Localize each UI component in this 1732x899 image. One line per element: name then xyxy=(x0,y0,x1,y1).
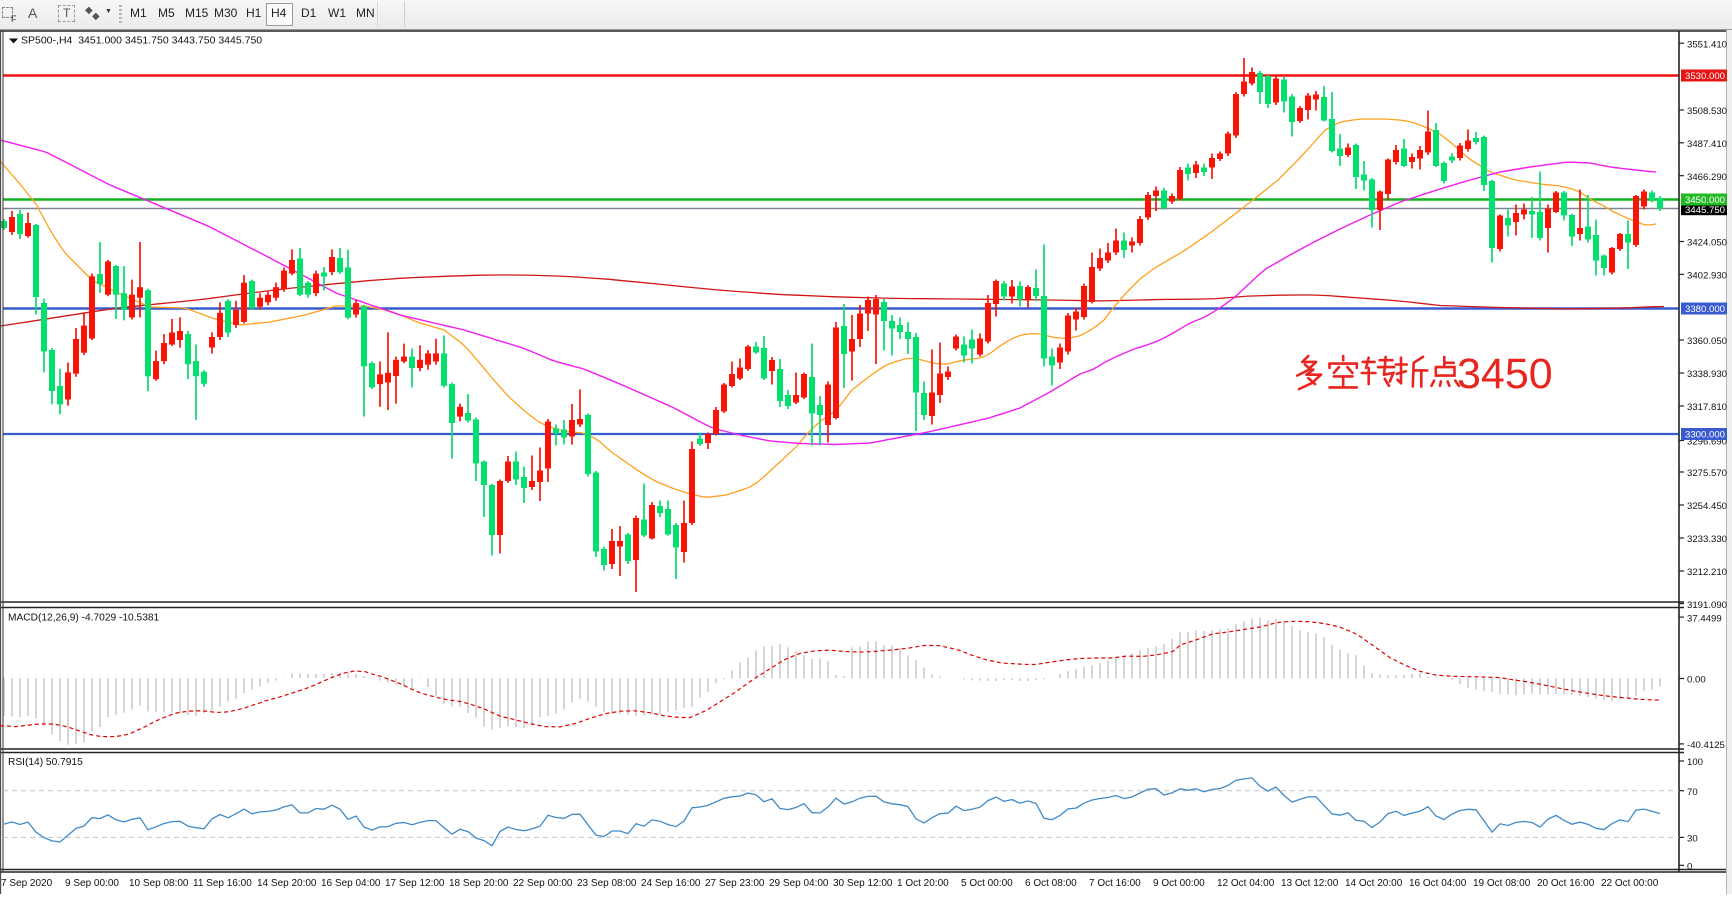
svg-text:16 Oct 04:00: 16 Oct 04:00 xyxy=(1409,878,1467,889)
svg-text:6 Oct 08:00: 6 Oct 08:00 xyxy=(1025,878,1077,889)
svg-text:3424.050: 3424.050 xyxy=(1687,238,1727,249)
svg-text:3191.090: 3191.090 xyxy=(1687,600,1727,611)
svg-text:9 Sep 00:00: 9 Sep 00:00 xyxy=(65,878,119,889)
svg-text:3380.000: 3380.000 xyxy=(1685,304,1725,315)
svg-text:22 Oct 00:00: 22 Oct 00:00 xyxy=(1601,878,1659,889)
svg-text:22 Sep 00:00: 22 Sep 00:00 xyxy=(513,878,573,889)
svg-text:29 Sep 04:00: 29 Sep 04:00 xyxy=(769,878,829,889)
svg-text:MACD(12,26,9) -4.7029 -10.5381: MACD(12,26,9) -4.7029 -10.5381 xyxy=(8,613,160,624)
svg-text:18 Sep 20:00: 18 Sep 20:00 xyxy=(449,878,509,889)
svg-text:3296.690: 3296.690 xyxy=(1687,437,1727,448)
svg-text:-40.4125: -40.4125 xyxy=(1687,740,1725,751)
svg-text:3254.450: 3254.450 xyxy=(1687,501,1727,512)
svg-text:27 Sep 23:00: 27 Sep 23:00 xyxy=(705,878,765,889)
svg-text:20 Oct 16:00: 20 Oct 16:00 xyxy=(1537,878,1595,889)
svg-text:3551.410: 3551.410 xyxy=(1687,39,1727,50)
svg-text:7 Sep 2020: 7 Sep 2020 xyxy=(1,878,53,889)
svg-text:12 Oct 04:00: 12 Oct 04:00 xyxy=(1217,878,1275,889)
svg-text:14 Oct 20:00: 14 Oct 20:00 xyxy=(1345,878,1403,889)
svg-text:1 Oct 20:00: 1 Oct 20:00 xyxy=(897,878,949,889)
svg-text:3275.570: 3275.570 xyxy=(1687,468,1727,479)
svg-text:100: 100 xyxy=(1687,757,1703,768)
svg-text:37.4499: 37.4499 xyxy=(1687,613,1722,624)
svg-text:3233.330: 3233.330 xyxy=(1687,534,1727,545)
svg-text:3450.000: 3450.000 xyxy=(1685,195,1725,206)
svg-text:0.00: 0.00 xyxy=(1687,675,1706,686)
svg-text:SP500-,H4 3451.000 3451.750 3: SP500-,H4 3451.000 3451.750 3443.750 344… xyxy=(21,35,262,47)
svg-text:3402.930: 3402.930 xyxy=(1687,271,1727,282)
svg-text:13 Oct 12:00: 13 Oct 12:00 xyxy=(1281,878,1339,889)
svg-text:70: 70 xyxy=(1687,787,1698,798)
svg-text:3487.410: 3487.410 xyxy=(1687,139,1727,150)
svg-text:10 Sep 08:00: 10 Sep 08:00 xyxy=(129,878,189,889)
svg-text:23 Sep 08:00: 23 Sep 08:00 xyxy=(577,878,637,889)
svg-text:RSI(14) 50.7915: RSI(14) 50.7915 xyxy=(8,757,83,768)
svg-text:3466.290: 3466.290 xyxy=(1687,172,1727,183)
svg-text:3300.000: 3300.000 xyxy=(1685,430,1725,441)
svg-text:16 Sep 04:00: 16 Sep 04:00 xyxy=(321,878,381,889)
svg-text:9 Oct 00:00: 9 Oct 00:00 xyxy=(1153,878,1205,889)
svg-text:14 Sep 20:00: 14 Sep 20:00 xyxy=(257,878,317,889)
svg-text:3530.000: 3530.000 xyxy=(1685,71,1725,82)
svg-text:3317.810: 3317.810 xyxy=(1687,402,1727,413)
svg-text:3338.930: 3338.930 xyxy=(1687,369,1727,380)
svg-text:3212.210: 3212.210 xyxy=(1687,567,1727,578)
svg-text:30: 30 xyxy=(1687,834,1698,845)
svg-text:30 Sep 12:00: 30 Sep 12:00 xyxy=(833,878,893,889)
svg-text:17 Sep 12:00: 17 Sep 12:00 xyxy=(385,878,445,889)
svg-text:11 Sep 16:00: 11 Sep 16:00 xyxy=(193,878,252,889)
svg-text:24 Sep 16:00: 24 Sep 16:00 xyxy=(641,878,701,889)
svg-text:0: 0 xyxy=(1687,862,1692,873)
svg-text:5 Oct 00:00: 5 Oct 00:00 xyxy=(961,878,1013,889)
svg-text:19 Oct 08:00: 19 Oct 08:00 xyxy=(1473,878,1531,889)
svg-text:3360.050: 3360.050 xyxy=(1687,336,1727,347)
svg-text:7 Oct 16:00: 7 Oct 16:00 xyxy=(1089,878,1141,889)
svg-text:3445.750: 3445.750 xyxy=(1685,205,1725,216)
svg-text:3508.530: 3508.530 xyxy=(1687,106,1727,117)
svg-text:3450: 3450 xyxy=(1457,350,1553,398)
